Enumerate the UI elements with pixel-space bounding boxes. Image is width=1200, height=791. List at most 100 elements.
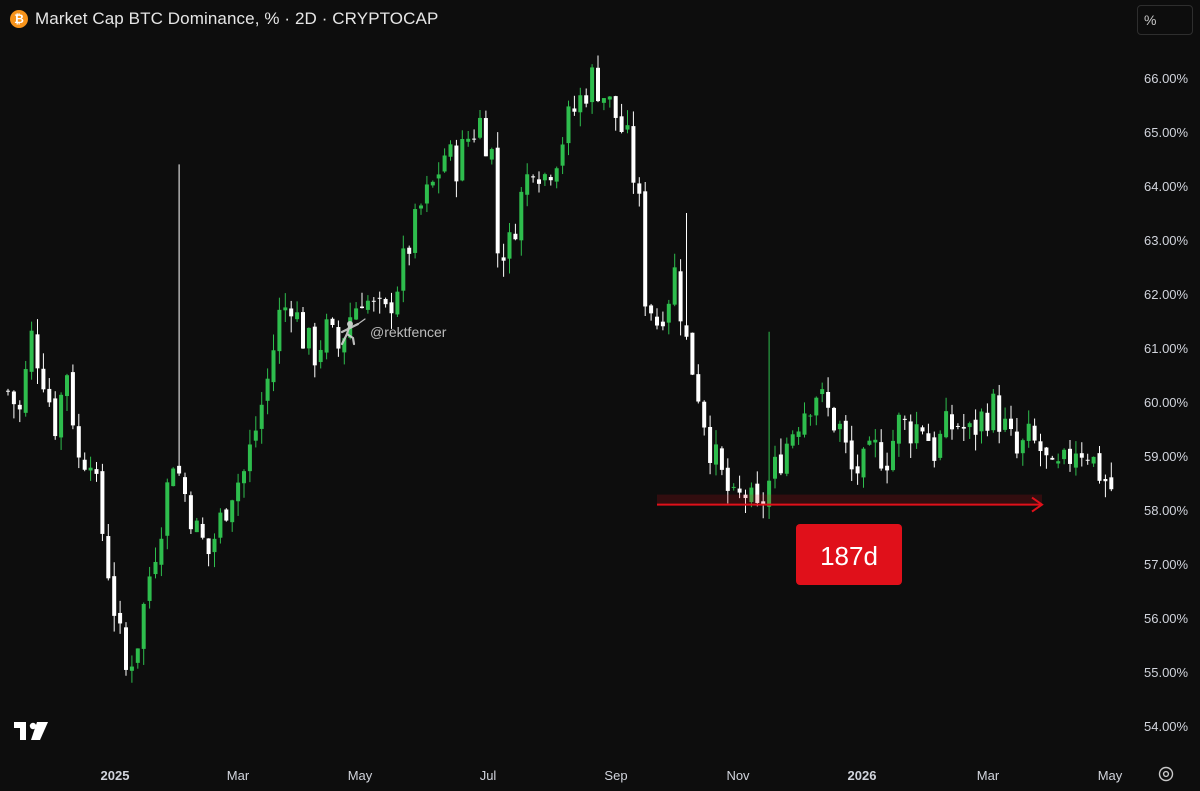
candle-body: [920, 427, 925, 432]
range-annotation: 187d: [657, 494, 1044, 585]
candle-body: [460, 139, 465, 181]
candle-body: [112, 576, 117, 616]
candle-body: [655, 316, 659, 326]
tradingview-logo-icon: [12, 720, 50, 747]
candle-body: [389, 302, 394, 314]
candle-body: [702, 401, 707, 428]
candle-body: [849, 440, 854, 470]
duration-label: 187d: [820, 541, 878, 571]
candle-body: [106, 536, 111, 579]
candle-body: [708, 426, 713, 463]
candle-body: [188, 495, 193, 530]
candle-body: [601, 98, 606, 103]
candle-body: [784, 443, 789, 474]
range-band: [657, 494, 1042, 505]
candle-body: [135, 648, 140, 663]
y-tick-label: 62.00%: [1144, 287, 1189, 302]
candle-body: [200, 523, 205, 538]
x-tick-label: 2026: [848, 768, 877, 783]
candle-body: [696, 374, 701, 402]
candle-body: [743, 494, 748, 499]
candle-body: [295, 312, 300, 320]
candle-body: [11, 391, 16, 405]
candle-body: [554, 168, 559, 182]
x-tick-label: May: [1098, 768, 1123, 783]
candle-body: [1020, 440, 1025, 454]
candle-body: [354, 308, 359, 320]
candle-body: [65, 375, 69, 397]
candle-body: [277, 309, 282, 352]
y-tick-label: 66.00%: [1144, 71, 1189, 86]
candle-body: [619, 116, 624, 132]
candle-body: [643, 191, 648, 307]
candle-body: [542, 174, 547, 181]
x-tick-label: Mar: [977, 768, 1000, 783]
candle-body: [796, 431, 801, 437]
candle-body: [466, 138, 471, 142]
candle-body: [1032, 425, 1037, 441]
candle-body: [985, 412, 990, 431]
candle-body: [566, 106, 571, 144]
candle-body: [124, 627, 128, 670]
percent-scale-button[interactable]: %: [1137, 5, 1193, 35]
y-tick-label: 54.00%: [1144, 719, 1189, 734]
candle-body: [230, 500, 235, 523]
candle-body: [932, 437, 937, 461]
chart-header: ₿ Market Cap BTC Dominance, % · 2D · CRY…: [10, 8, 438, 30]
y-tick-label: 64.00%: [1144, 179, 1189, 194]
candle-body: [767, 480, 772, 507]
candle-body: [637, 183, 642, 194]
candle-body: [525, 174, 530, 195]
candle-body: [802, 413, 807, 435]
candle-body: [454, 145, 459, 182]
candle-body: [1056, 461, 1061, 464]
candle-body: [973, 419, 978, 435]
candle-body: [82, 459, 87, 470]
candle-body: [684, 325, 689, 337]
candle-body: [159, 538, 164, 565]
candle-body: [938, 433, 943, 458]
candle-body: [737, 488, 742, 493]
candle-body: [725, 467, 730, 491]
candle-body: [53, 398, 58, 437]
price-axis: 54.00% 55.00% 56.00% 57.00% 58.00% 59.00% 60.0…: [1144, 71, 1189, 734]
candle-body: [501, 257, 506, 261]
candle-body: [401, 248, 406, 291]
symbol-title[interactable]: Market Cap BTC Dominance, % · 2D · CRYPT…: [35, 9, 439, 28]
candle-body: [843, 420, 848, 443]
candle-body: [289, 308, 294, 317]
candle-body: [165, 482, 170, 536]
candle-body: [436, 174, 441, 179]
candle-body: [814, 397, 819, 416]
candle-body: [519, 191, 524, 241]
candle-body: [395, 291, 400, 315]
candle-body: [891, 440, 895, 471]
candle-body: [714, 444, 718, 465]
candle-body: [377, 297, 382, 299]
y-tick-label: 60.00%: [1144, 395, 1189, 410]
candle-body: [419, 205, 423, 209]
bitcoin-icon: ₿: [10, 10, 28, 28]
candle-body: [513, 233, 518, 240]
candle-body: [141, 603, 146, 649]
candle-body: [6, 390, 10, 392]
candle-body: [407, 247, 412, 254]
candle-body: [613, 96, 618, 118]
candle-body: [330, 318, 335, 326]
candle-body: [17, 404, 22, 410]
candle-body: [631, 126, 636, 183]
candle-body: [312, 326, 317, 366]
candle-body: [324, 319, 329, 353]
candle-body: [100, 471, 105, 534]
candle-body: [383, 298, 388, 305]
x-tick-label: Jul: [480, 768, 497, 783]
candle-body: [902, 418, 907, 420]
x-tick-label: Sep: [604, 768, 627, 783]
candle-body: [183, 477, 187, 495]
range-arrow-head: [1031, 496, 1044, 513]
candle-body: [472, 138, 477, 140]
settings-gear-icon[interactable]: [1157, 765, 1175, 788]
candle-body: [70, 372, 75, 426]
y-tick-label: 63.00%: [1144, 233, 1189, 248]
